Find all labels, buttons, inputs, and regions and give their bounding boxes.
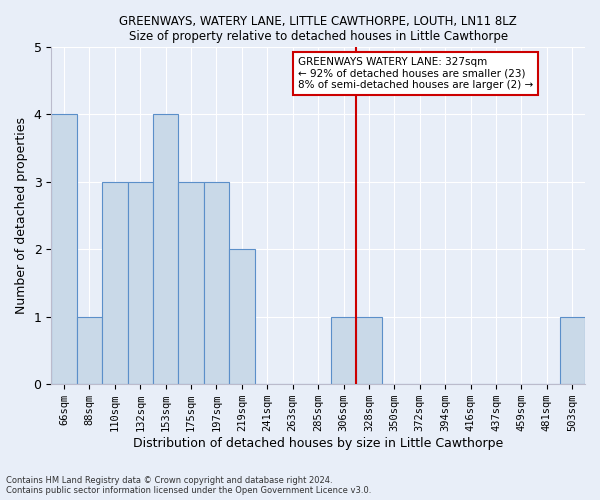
Bar [331, 317, 356, 384]
X-axis label: Distribution of detached houses by size in Little Cawthorpe: Distribution of detached houses by size … [133, 437, 503, 450]
Bar [51, 114, 77, 384]
Bar [560, 317, 585, 384]
Text: Contains HM Land Registry data © Crown copyright and database right 2024.
Contai: Contains HM Land Registry data © Crown c… [6, 476, 371, 495]
Y-axis label: Number of detached properties: Number of detached properties [15, 117, 28, 314]
Bar [102, 182, 128, 384]
Bar [229, 250, 254, 384]
Bar [356, 317, 382, 384]
Bar [128, 182, 153, 384]
Bar [153, 114, 178, 384]
Bar [77, 317, 102, 384]
Bar [204, 182, 229, 384]
Text: GREENWAYS WATERY LANE: 327sqm
← 92% of detached houses are smaller (23)
8% of se: GREENWAYS WATERY LANE: 327sqm ← 92% of d… [298, 57, 533, 90]
Bar [178, 182, 204, 384]
Title: GREENWAYS, WATERY LANE, LITTLE CAWTHORPE, LOUTH, LN11 8LZ
Size of property relat: GREENWAYS, WATERY LANE, LITTLE CAWTHORPE… [119, 15, 517, 43]
